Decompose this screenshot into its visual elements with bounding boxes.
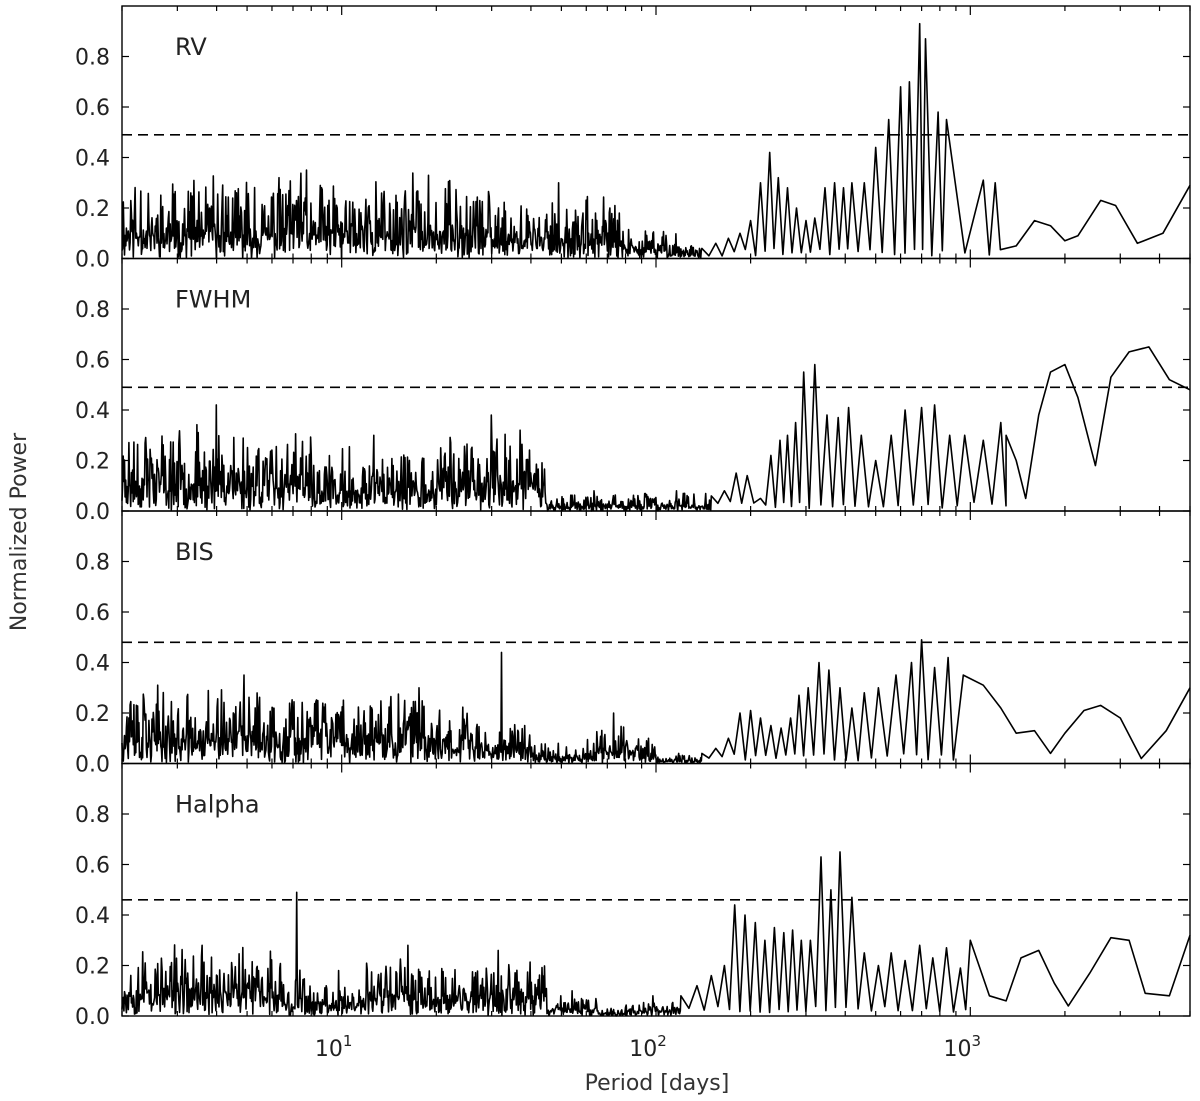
y-tick-label: 0.0 xyxy=(75,500,110,525)
y-tick-label: 0.4 xyxy=(75,652,110,677)
y-tick-label: 0.2 xyxy=(75,702,110,727)
y-tick-label: 0.8 xyxy=(75,46,110,71)
panel-label-halpha: Halpha xyxy=(175,791,260,819)
y-tick-label: 0.6 xyxy=(75,349,110,374)
y-tick-label: 0.0 xyxy=(75,753,110,778)
panel-halpha: 0.0 0.2 0.4 0.6 0.8 Halpha xyxy=(75,762,1191,1030)
panel-rv: 0.0 0.2 0.4 0.6 0.8 RV xyxy=(75,5,1191,273)
panel-label-bis: BIS xyxy=(175,538,214,566)
y-tick-label: 0.2 xyxy=(75,197,110,222)
panel-label-rv: RV xyxy=(175,33,207,61)
y-tick-label: 0.8 xyxy=(75,803,110,828)
panel-label-fwhm: FWHM xyxy=(175,286,251,314)
y-tick-label: 0.0 xyxy=(75,1005,110,1030)
y-tick-label: 0.4 xyxy=(75,399,110,424)
y-tick-label: 0.2 xyxy=(75,450,110,475)
series-line-fwhm xyxy=(121,346,1191,512)
panel-bis: 0.0 0.2 0.4 0.6 0.8 BIS xyxy=(75,510,1191,778)
y-axis-title: Normalized Power xyxy=(7,432,32,631)
series-line-halpha xyxy=(121,851,1191,1017)
y-tick-label: 0.2 xyxy=(75,955,110,980)
y-tick-label: 0.8 xyxy=(75,298,110,323)
series-line-rv xyxy=(121,22,1191,260)
y-tick-label: 0.4 xyxy=(75,147,110,172)
y-tick-label: 0.4 xyxy=(75,904,110,929)
periodogram-panels: 0.00.20.40.60.8 RV0.00.20.40.60.8 FWHM0.00… xyxy=(75,5,1191,1030)
series-line-bis xyxy=(121,639,1191,765)
x-axis-title: Period [days] xyxy=(585,1071,730,1096)
x-tick-label: 103 xyxy=(944,1032,982,1062)
y-tick-label: 0.6 xyxy=(75,601,110,626)
y-tick-label: 0.6 xyxy=(75,96,110,121)
panel-fwhm: 0.0 0.2 0.4 0.6 0.8 FWHM xyxy=(75,257,1191,525)
y-tick-label: 0.6 xyxy=(75,854,110,879)
panel-frame xyxy=(121,510,1191,765)
panel-frame xyxy=(121,762,1191,1017)
y-tick-label: 0.8 xyxy=(75,551,110,576)
x-tick-label: 102 xyxy=(629,1032,667,1062)
x-axis: 101 102 103 xyxy=(315,1032,981,1062)
y-tick-label: 0.0 xyxy=(75,248,110,273)
x-tick-label: 101 xyxy=(315,1032,353,1062)
